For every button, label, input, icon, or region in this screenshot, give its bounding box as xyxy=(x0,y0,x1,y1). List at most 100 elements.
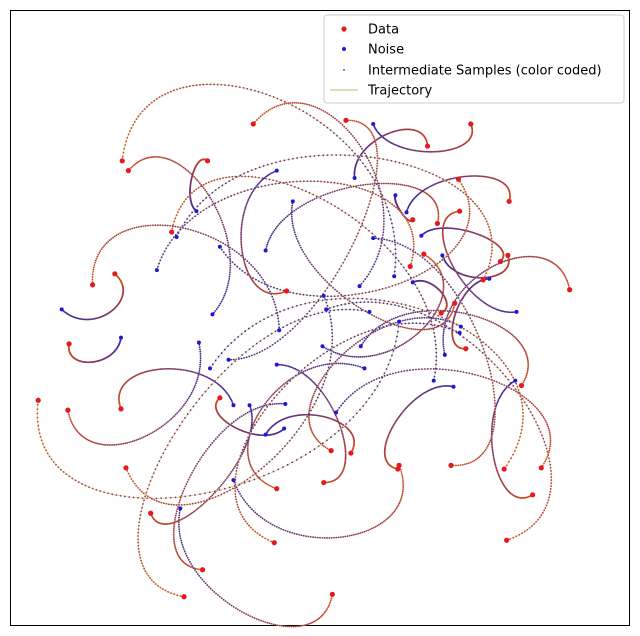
intermediate-sample-point xyxy=(369,355,372,357)
intermediate-sample-point xyxy=(333,309,336,312)
intermediate-sample-point xyxy=(417,150,419,152)
intermediate-sample-point xyxy=(370,298,373,301)
intermediate-sample-point xyxy=(241,175,243,178)
intermediate-sample-point xyxy=(163,250,166,253)
intermediate-sample-point xyxy=(437,214,440,216)
intermediate-sample-point xyxy=(365,297,368,300)
intermediate-sample-point xyxy=(230,398,232,401)
intermediate-sample-point xyxy=(166,444,169,447)
intermediate-sample-point xyxy=(222,223,225,226)
intermediate-sample-point xyxy=(473,459,476,462)
intermediate-sample-point xyxy=(494,416,496,418)
intermediate-sample-point xyxy=(326,281,329,284)
intermediate-sample-point xyxy=(300,425,302,427)
intermediate-sample-point xyxy=(214,206,217,209)
intermediate-sample-point xyxy=(409,369,412,372)
intermediate-sample-point xyxy=(358,143,361,146)
intermediate-sample-point xyxy=(352,308,355,311)
intermediate-sample-point xyxy=(383,299,386,302)
intermediate-sample-point xyxy=(523,347,525,350)
intermediate-sample-point xyxy=(319,197,322,200)
intermediate-sample-point xyxy=(269,345,271,348)
intermediate-sample-point xyxy=(195,84,198,87)
intermediate-sample-point xyxy=(456,273,459,276)
intermediate-sample-point xyxy=(347,294,350,297)
intermediate-sample-point xyxy=(295,208,298,211)
intermediate-sample-point xyxy=(167,367,169,370)
intermediate-sample-point xyxy=(381,201,384,203)
intermediate-sample-point xyxy=(307,376,310,379)
intermediate-sample-point xyxy=(493,396,496,399)
intermediate-sample-point xyxy=(396,242,399,245)
intermediate-sample-point xyxy=(372,169,375,172)
intermediate-sample-point xyxy=(348,300,351,303)
intermediate-sample-point xyxy=(253,419,256,422)
intermediate-sample-point xyxy=(330,280,333,283)
intermediate-sample-point xyxy=(236,488,239,491)
intermediate-sample-point xyxy=(470,175,473,177)
intermediate-sample-point xyxy=(365,383,368,385)
intermediate-sample-point xyxy=(73,426,76,429)
intermediate-sample-point xyxy=(416,253,419,256)
intermediate-sample-point xyxy=(163,423,166,426)
intermediate-sample-point xyxy=(537,409,540,411)
intermediate-sample-point xyxy=(517,256,519,259)
intermediate-sample-point xyxy=(181,405,184,408)
intermediate-sample-point xyxy=(254,176,257,179)
intermediate-sample-point xyxy=(388,350,391,352)
intermediate-sample-point xyxy=(308,418,310,421)
intermediate-samples xyxy=(277,363,347,484)
intermediate-sample-point xyxy=(511,257,514,260)
intermediate-sample-point xyxy=(447,313,449,316)
intermediate-sample-point xyxy=(365,355,368,358)
intermediate-sample-point xyxy=(379,299,381,302)
intermediate-sample-point xyxy=(344,444,346,447)
intermediate-sample-point xyxy=(360,122,363,125)
intermediate-sample-point xyxy=(160,256,163,259)
intermediate-sample-point xyxy=(400,496,403,498)
intermediate-sample-point xyxy=(323,537,326,539)
intermediate-samples xyxy=(254,101,385,285)
intermediate-sample-point xyxy=(226,237,228,240)
intermediate-sample-point xyxy=(202,209,205,212)
intermediate-sample-point xyxy=(272,171,275,173)
intermediate-sample-point xyxy=(207,377,210,380)
intermediate-sample-point xyxy=(430,258,433,261)
intermediate-sample-point xyxy=(232,358,235,361)
intermediate-sample-point xyxy=(224,230,227,233)
intermediate-sample-point xyxy=(528,526,531,529)
intermediate-sample-point xyxy=(548,460,551,463)
intermediate-sample-point xyxy=(365,335,368,338)
intermediate-sample-point xyxy=(333,295,336,298)
intermediate-sample-point xyxy=(215,592,217,595)
intermediate-sample-point xyxy=(227,280,230,282)
intermediate-sample-point xyxy=(406,318,409,321)
intermediate-sample-point xyxy=(549,439,552,442)
intermediate-sample-point xyxy=(351,135,354,137)
intermediate-sample-point xyxy=(273,286,275,289)
intermediate-sample-point xyxy=(68,416,71,419)
intermediate-sample-point xyxy=(382,520,385,523)
intermediate-sample-point xyxy=(411,259,413,262)
intermediate-sample-point xyxy=(352,364,355,366)
intermediate-sample-point xyxy=(225,232,227,235)
intermediate-sample-point xyxy=(142,492,145,495)
intermediate-sample-point xyxy=(379,244,382,247)
intermediate-sample-point xyxy=(165,367,168,370)
intermediate-sample-point xyxy=(368,381,370,384)
intermediate-sample-point xyxy=(429,319,431,322)
intermediate-sample-point xyxy=(308,310,311,312)
intermediate-sample-point xyxy=(379,247,382,250)
intermediate-sample-point xyxy=(291,532,294,534)
intermediate-sample-point xyxy=(510,457,512,460)
intermediate-sample-point xyxy=(210,383,213,386)
intermediate-sample-point xyxy=(266,405,269,408)
intermediate-sample-point xyxy=(369,332,372,335)
intermediate-sample-point xyxy=(211,441,214,444)
intermediate-sample-point xyxy=(308,423,311,426)
intermediate-sample-point xyxy=(188,513,191,516)
intermediate-sample-point xyxy=(197,568,200,571)
intermediate-sample-point xyxy=(411,233,414,235)
intermediate-sample-point xyxy=(304,103,306,105)
intermediate-sample-point xyxy=(432,317,435,320)
